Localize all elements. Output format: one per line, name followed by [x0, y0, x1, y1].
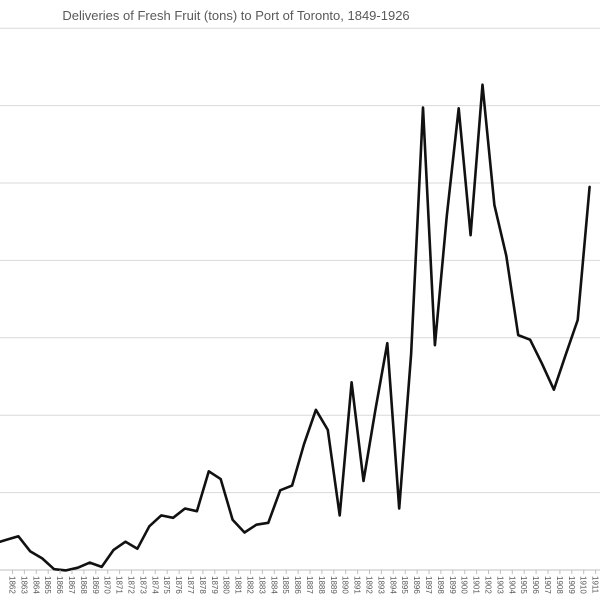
x-tick-label: 1880: [222, 576, 231, 594]
series-layer: [0, 83, 591, 572]
x-tick-label: 1869: [91, 576, 100, 594]
x-tick-label: 1876: [174, 576, 183, 594]
x-tick-label: 1895: [400, 576, 409, 594]
x-tick-label: 1866: [55, 576, 64, 594]
x-tick-label: 1910: [579, 576, 588, 594]
chart-title: Deliveries of Fresh Fruit (tons) to Port…: [62, 8, 409, 23]
x-tick-label: 1891: [353, 576, 362, 594]
x-tick-label: 1870: [103, 576, 112, 594]
x-tick-label: 1892: [365, 576, 374, 594]
gridlines: [0, 27, 600, 571]
x-tick-label: 1902: [484, 576, 493, 594]
x-tick-label: 1867: [67, 576, 76, 594]
x-tick-label: 1868: [79, 576, 88, 594]
x-tick-label: 1862: [8, 576, 17, 594]
x-tick-label: 1877: [186, 576, 195, 594]
x-tick-label: 1893: [376, 576, 385, 594]
x-tick-label: 1911: [591, 576, 600, 594]
x-tick-label: 1907: [543, 576, 552, 594]
x-tick-label: 1884: [269, 576, 278, 594]
x-tick-label: 1878: [198, 576, 207, 594]
x-tick-label: 1873: [138, 576, 147, 594]
x-tick-label: 1863: [19, 576, 28, 594]
x-axis-tick-labels: 1862 1863 1864 1865 1866 1867 1868 1869 1870 1871…: [8, 570, 600, 594]
x-tick-label: 1894: [388, 576, 397, 594]
x-tick-label: 1903: [495, 576, 504, 594]
x-tick-label: 1890: [341, 576, 350, 594]
x-tick-label: 1875: [162, 576, 171, 594]
x-tick-label: 1885: [281, 576, 290, 594]
series-line: [0, 83, 591, 572]
x-tick-label: 1865: [43, 576, 52, 594]
x-tick-label: 1874: [150, 576, 159, 594]
x-tick-label: 1906: [531, 576, 540, 594]
x-tick-label: 1896: [412, 576, 421, 594]
x-tick-label: 1888: [317, 576, 326, 594]
x-tick-label: 1871: [115, 576, 124, 594]
x-tick-label: 1904: [507, 576, 516, 594]
x-tick-label: 1898: [436, 576, 445, 594]
x-tick-label: 1900: [460, 576, 469, 594]
x-tick-label: 1901: [472, 576, 481, 594]
x-tick-label: 1886: [293, 576, 302, 594]
x-tick-label: 1881: [234, 576, 243, 594]
x-tick-label: 1883: [257, 576, 266, 594]
x-tick-label: 1905: [519, 576, 528, 594]
x-tick-label: 1872: [127, 576, 136, 594]
x-tick-label: 1879: [210, 576, 219, 594]
x-tick-label: 1864: [31, 576, 40, 594]
x-tick-label: 1882: [246, 576, 255, 594]
x-tick-label: 1889: [329, 576, 338, 594]
x-tick-label: 1908: [555, 576, 564, 594]
x-tick-label: 1897: [424, 576, 433, 594]
x-tick-label: 1899: [448, 576, 457, 594]
x-tick-label: 1909: [567, 576, 576, 594]
x-tick-label: 1887: [305, 576, 314, 594]
